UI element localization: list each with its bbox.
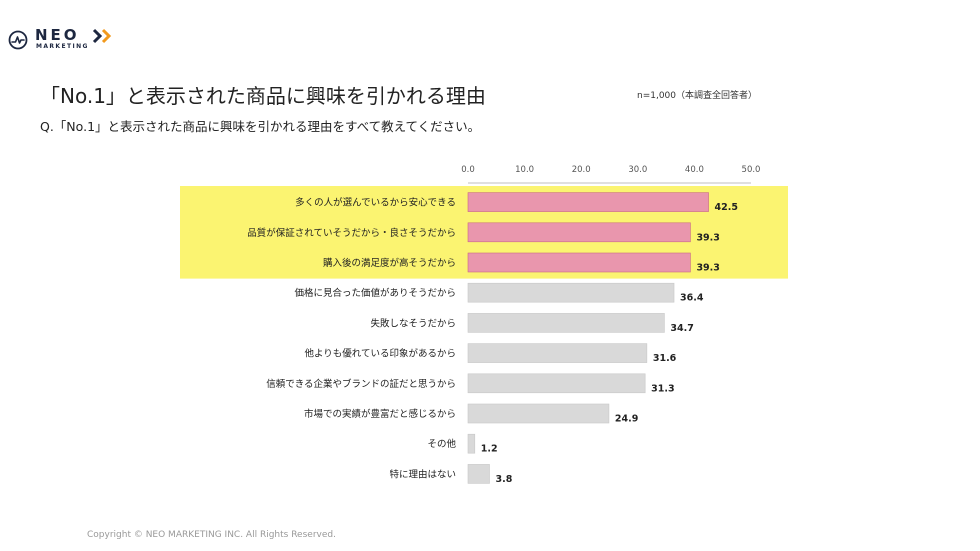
category-label: 価格に見合った価値がありそうだから: [294, 287, 456, 299]
bar: [467, 343, 648, 363]
value-label: 42.5: [715, 202, 738, 213]
copyright-footer: Copyright © NEO MARKETING INC. All Right…: [87, 530, 336, 540]
category-label: 他よりも優れている印象があるから: [304, 348, 456, 360]
x-tick-label: 10.0: [515, 165, 534, 175]
bar: [467, 282, 675, 303]
sample-note: n=1,000（本調査全回答者）: [637, 91, 758, 101]
category-label: 購入後の満足度が高そうだから: [323, 257, 456, 269]
value-label: 39.3: [696, 232, 719, 243]
bar: [467, 403, 610, 424]
value-label: 34.7: [670, 323, 693, 334]
logo-wordmark: NEO: [35, 26, 80, 44]
category-label: 信頼できる企業やブランドの証だと思うから: [266, 378, 456, 390]
bar: [467, 192, 709, 212]
value-label: 24.9: [615, 414, 638, 425]
category-label: 品質が保証されていそうだから・良さそうだから: [247, 227, 456, 239]
value-label: 31.3: [651, 383, 674, 394]
bar: [467, 373, 646, 394]
x-tick-label: 40.0: [685, 165, 704, 175]
value-label: 31.6: [653, 353, 677, 364]
value-label: 1.2: [481, 444, 498, 455]
brand-logo: NEO MARKETING: [8, 26, 118, 56]
bar: [467, 464, 490, 484]
value-label: 39.3: [696, 263, 719, 274]
bar: [467, 433, 476, 454]
bar: [467, 313, 665, 333]
bar: [467, 222, 691, 243]
logo-subtext: MARKETING: [36, 43, 89, 50]
pulse-circle-icon: [8, 30, 28, 50]
bar: [467, 252, 691, 273]
category-label: 失敗しなそうだから: [370, 317, 456, 329]
x-tick-label: 0.0: [461, 165, 475, 175]
category-label: 市場での実績が豊富だと感じるから: [304, 408, 456, 420]
value-label: 36.4: [680, 293, 704, 304]
value-label: 3.8: [496, 474, 513, 485]
category-label: その他: [427, 438, 456, 450]
x-tick-label: 20.0: [572, 165, 591, 175]
category-label: 多くの人が選んでいるから安心できる: [295, 197, 456, 209]
x-tick-label: 50.0: [742, 165, 761, 175]
survey-question: Q.「No.1」と表示された商品に興味を引かれる理由をすべて教えてください。: [40, 119, 481, 134]
page-title: 「No.1」と表示された商品に興味を引かれる理由: [40, 84, 486, 108]
double-chevron-icon: [92, 28, 112, 44]
category-label: 特に理由はない: [389, 468, 456, 480]
x-tick-label: 30.0: [628, 165, 647, 175]
